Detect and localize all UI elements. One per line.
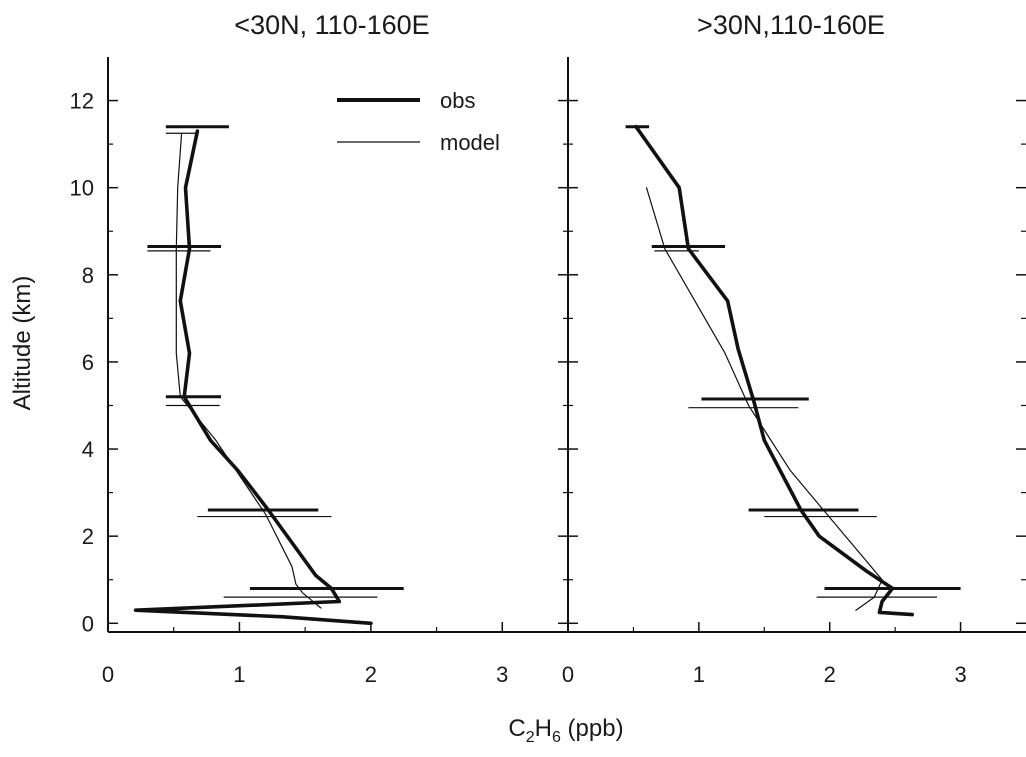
panel-0-y-tick-label: 4 [82, 437, 94, 462]
panel-0-y-tick-label: 8 [82, 263, 94, 288]
panel-0-series-obs [133, 129, 373, 626]
x-axis-title: C2H6 (ppb) [508, 715, 623, 746]
panel-1-x-tick-label: 3 [954, 662, 966, 687]
panel-0-y-tick-label: 12 [70, 89, 94, 114]
panel-0-y-tick-label: 10 [70, 176, 94, 201]
x-axis-title-prefix: C [508, 715, 525, 742]
x-axis-title-sub2: 6 [552, 729, 561, 746]
panel-1-x-tick-label: 0 [562, 662, 574, 687]
panel-1-series-obs [634, 124, 915, 617]
panel-0-x-tick-label: 3 [496, 662, 508, 687]
panel-0-series-model [175, 132, 322, 609]
panel-1: >30N,110-160E 0 1 2 3 [562, 10, 1026, 687]
panel-0-title: <30N, 110-160E [234, 10, 429, 40]
legend-model-label: model [440, 130, 500, 155]
x-axis-title-suffix: (ppb) [561, 715, 624, 742]
y-axis-title: Altitude (km) [9, 276, 36, 411]
panel-1-x-tick-label: 2 [824, 662, 836, 687]
panel-1-title: >30N,110-160E [697, 10, 885, 40]
x-axis-title-sub1: 2 [526, 729, 535, 746]
panel-0-y-tick-label: 2 [82, 524, 94, 549]
panel-0-x-tick-label: 0 [102, 662, 114, 687]
panel-1-x-tick-label: 1 [693, 662, 705, 687]
panel-0-x-tick-label: 1 [233, 662, 245, 687]
x-axis-title-mid: H [535, 715, 552, 742]
panel-0-y-tick-label: 6 [82, 350, 94, 375]
panel-1-series-model [645, 187, 883, 611]
panel-0-y-tick-label: 0 [82, 611, 94, 636]
legend: obs model [337, 88, 500, 155]
legend-obs-label: obs [440, 88, 475, 113]
panel-0-x-tick-label: 2 [365, 662, 377, 687]
